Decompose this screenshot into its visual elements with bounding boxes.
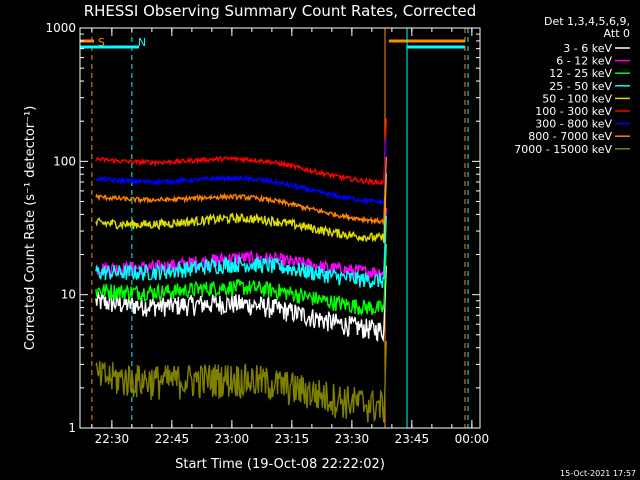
legend-label-6: 300 - 800 keV — [535, 118, 612, 131]
y-tick-label-2: 100 — [53, 154, 76, 168]
x-axis-label: Start Time (19-Oct-08 22:22:02) — [175, 457, 385, 472]
y-tick-label-3: 1000 — [45, 21, 76, 35]
legend-label-1: 6 - 12 keV — [556, 55, 612, 68]
footer-date: 15-Oct-2021 17:57 — [560, 469, 636, 478]
series-line-6 — [95, 137, 387, 206]
y-tick-label-0: 1 — [68, 421, 76, 435]
y-axis-label: Corrected Count Rate (s⁻¹ detector⁻¹) — [23, 106, 38, 351]
legend-label-8: 7000 - 15000 keV — [514, 143, 612, 156]
series-line-7 — [95, 156, 387, 226]
x-tick-label-6: 00:00 — [455, 432, 490, 446]
legend-label-4: 50 - 100 keV — [542, 92, 612, 105]
series-line-2 — [95, 243, 387, 316]
legend-label-2: 12 - 25 keV — [549, 67, 612, 80]
x-tick-label-2: 23:00 — [215, 432, 250, 446]
x-tick-label-5: 23:45 — [395, 432, 430, 446]
series-line-3 — [95, 215, 387, 289]
legend-header-line-2: Att 0 — [604, 27, 630, 40]
chart-title: RHESSI Observing Summary Count Rates, Co… — [84, 2, 477, 20]
series-line-5 — [95, 118, 387, 186]
x-tick-label-4: 23:30 — [335, 432, 370, 446]
series-line-8 — [95, 340, 387, 423]
marker-label-n: N — [138, 36, 146, 49]
y-tick-label-1: 10 — [61, 288, 76, 302]
legend-label-5: 100 - 300 keV — [535, 105, 612, 118]
legend-header-line-1: Det 1,3,4,5,6,9, — [544, 15, 630, 28]
marker-label-s: S — [98, 36, 105, 49]
x-tick-label-3: 23:15 — [275, 432, 310, 446]
series-line-4 — [95, 173, 387, 243]
plot-area: S N 1 10 100 1000 22:30 22:45 23:00 23:15 23:30 23:… — [45, 21, 489, 446]
x-tick-label-0: 22:30 — [95, 432, 130, 446]
series-line-0 — [95, 265, 387, 343]
x-tick-label-1: 22:45 — [155, 432, 190, 446]
legend-label-7: 800 - 7000 keV — [528, 130, 612, 143]
legend-label-0: 3 - 6 keV — [563, 42, 612, 55]
legend-label-3: 25 - 50 keV — [549, 80, 612, 93]
plot-frame — [79, 27, 481, 429]
